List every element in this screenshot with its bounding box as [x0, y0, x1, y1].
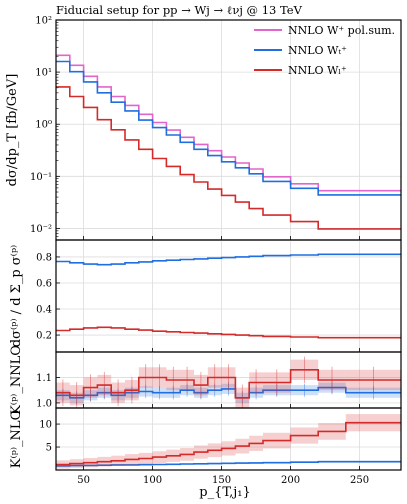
x-tick-label: 100	[143, 475, 162, 486]
y-axis-label-knlo: K⁽ᵖ⁾_NLO	[9, 410, 24, 468]
panel-main: 10² 10¹ 10⁰ 10⁻¹ 10⁻² dσ/dp_T [fb/GeV] NNLO W⁺…	[5, 16, 402, 241]
x-tick-label: 200	[281, 475, 300, 486]
y-tick-label: 0.6	[36, 278, 52, 289]
series-line-knlo-L	[56, 421, 401, 466]
panel-frame	[55, 407, 402, 471]
series-group	[56, 253, 401, 339]
x-tick-label: 150	[212, 475, 231, 486]
y-tick-label: 10⁻²	[30, 224, 52, 235]
panel-knlo: 10 5 K⁽ᵖ⁾_NLO	[9, 407, 402, 471]
y-tick-label: 10	[39, 420, 52, 431]
chart-title: Fiducial setup for pp → Wj → ℓνj @ 13 Te…	[56, 3, 303, 17]
y-axis-label-fraction: dσ⁽ᵖ⁾ / d Σ_p σ⁽ᵖ⁾	[9, 245, 24, 347]
series-line-main-polsum	[56, 54, 401, 192]
legend-label: NNLO W⁺ pol.sum.	[288, 24, 395, 37]
x-tick-label: 250	[350, 475, 369, 486]
y-tick-label: 10¹	[35, 68, 52, 79]
series-group	[56, 54, 401, 230]
series-line-main-L	[56, 86, 401, 230]
y-tick-label: 1.0	[36, 398, 52, 409]
series-group	[56, 414, 401, 469]
y-axis-label-knnlo: K⁽ᵖ⁾_NNLO	[9, 345, 24, 415]
y-axis-label-main: dσ/dp_T [fb/GeV]	[5, 74, 20, 187]
series-line-knlo-T	[56, 460, 401, 467]
panel-frame	[55, 19, 402, 241]
y-tick-label: 5	[46, 443, 52, 454]
legend-label: NNLO Wₗ⁺	[288, 64, 347, 77]
legend: NNLO W⁺ pol.sum. NNLO Wₜ⁺ NNLO Wₗ⁺	[254, 24, 395, 77]
series-line-fraction-L	[56, 326, 401, 339]
y-tick-label: 10²	[35, 16, 52, 27]
x-tick-label: 50	[77, 475, 90, 486]
series-line-knnlo-L	[56, 369, 401, 399]
y-tick-label: 10⁰	[35, 120, 52, 131]
legend-label: NNLO Wₜ⁺	[288, 44, 347, 57]
y-tick-label: 1.1	[36, 373, 52, 384]
y-tick-label: 10⁻¹	[30, 172, 52, 183]
y-tick-label: 0.8	[36, 252, 52, 263]
series-line-fraction-T	[56, 253, 401, 266]
y-tick-label: 0.4	[36, 305, 52, 316]
panel-knnlo: 1.1 1.0 K⁽ᵖ⁾_NNLO	[9, 345, 402, 415]
y-tick-label: 0.2	[36, 331, 52, 342]
series-line-main-T	[56, 60, 401, 196]
panel-fraction: 0.8 0.6 0.4 0.2 dσ⁽ᵖ⁾ / d Σ_p σ⁽ᵖ⁾	[9, 239, 402, 353]
series-group	[56, 356, 401, 408]
x-axis-label: p_{T,j₁}	[199, 485, 251, 500]
